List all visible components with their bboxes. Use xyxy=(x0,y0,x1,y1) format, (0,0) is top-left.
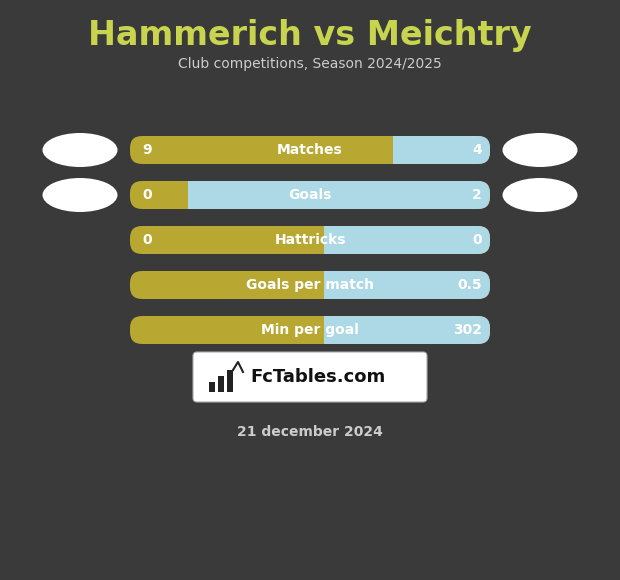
Text: Goals per match: Goals per match xyxy=(246,278,374,292)
Bar xyxy=(310,271,324,299)
Text: 4: 4 xyxy=(472,143,482,157)
Text: Club competitions, Season 2024/2025: Club competitions, Season 2024/2025 xyxy=(178,57,442,71)
Text: 21 december 2024: 21 december 2024 xyxy=(237,425,383,439)
FancyBboxPatch shape xyxy=(130,181,490,209)
FancyBboxPatch shape xyxy=(310,226,490,254)
FancyBboxPatch shape xyxy=(130,136,490,164)
Text: Hattricks: Hattricks xyxy=(274,233,346,247)
Text: 0: 0 xyxy=(472,233,482,247)
Ellipse shape xyxy=(502,178,577,212)
Bar xyxy=(378,136,393,164)
Text: 2: 2 xyxy=(472,188,482,202)
FancyBboxPatch shape xyxy=(378,136,490,164)
Bar xyxy=(310,226,324,254)
Bar xyxy=(227,370,233,392)
Bar xyxy=(310,316,324,344)
FancyBboxPatch shape xyxy=(130,226,490,254)
Text: Hammerich vs Meichtry: Hammerich vs Meichtry xyxy=(88,19,532,52)
Text: 9: 9 xyxy=(142,143,152,157)
Text: 0.5: 0.5 xyxy=(458,278,482,292)
Text: 302: 302 xyxy=(453,323,482,337)
FancyBboxPatch shape xyxy=(310,271,490,299)
Bar xyxy=(209,382,215,392)
FancyBboxPatch shape xyxy=(130,316,490,344)
Ellipse shape xyxy=(502,133,577,167)
FancyBboxPatch shape xyxy=(173,181,490,209)
Ellipse shape xyxy=(43,178,118,212)
Text: FcTables.com: FcTables.com xyxy=(250,368,385,386)
FancyBboxPatch shape xyxy=(310,316,490,344)
FancyBboxPatch shape xyxy=(193,352,427,402)
Ellipse shape xyxy=(43,133,118,167)
Text: 0: 0 xyxy=(142,188,152,202)
Bar xyxy=(173,181,188,209)
FancyBboxPatch shape xyxy=(130,271,490,299)
Text: Matches: Matches xyxy=(277,143,343,157)
Text: Goals: Goals xyxy=(288,188,332,202)
Bar xyxy=(218,376,224,392)
Text: 0: 0 xyxy=(142,233,152,247)
Text: Min per goal: Min per goal xyxy=(261,323,359,337)
